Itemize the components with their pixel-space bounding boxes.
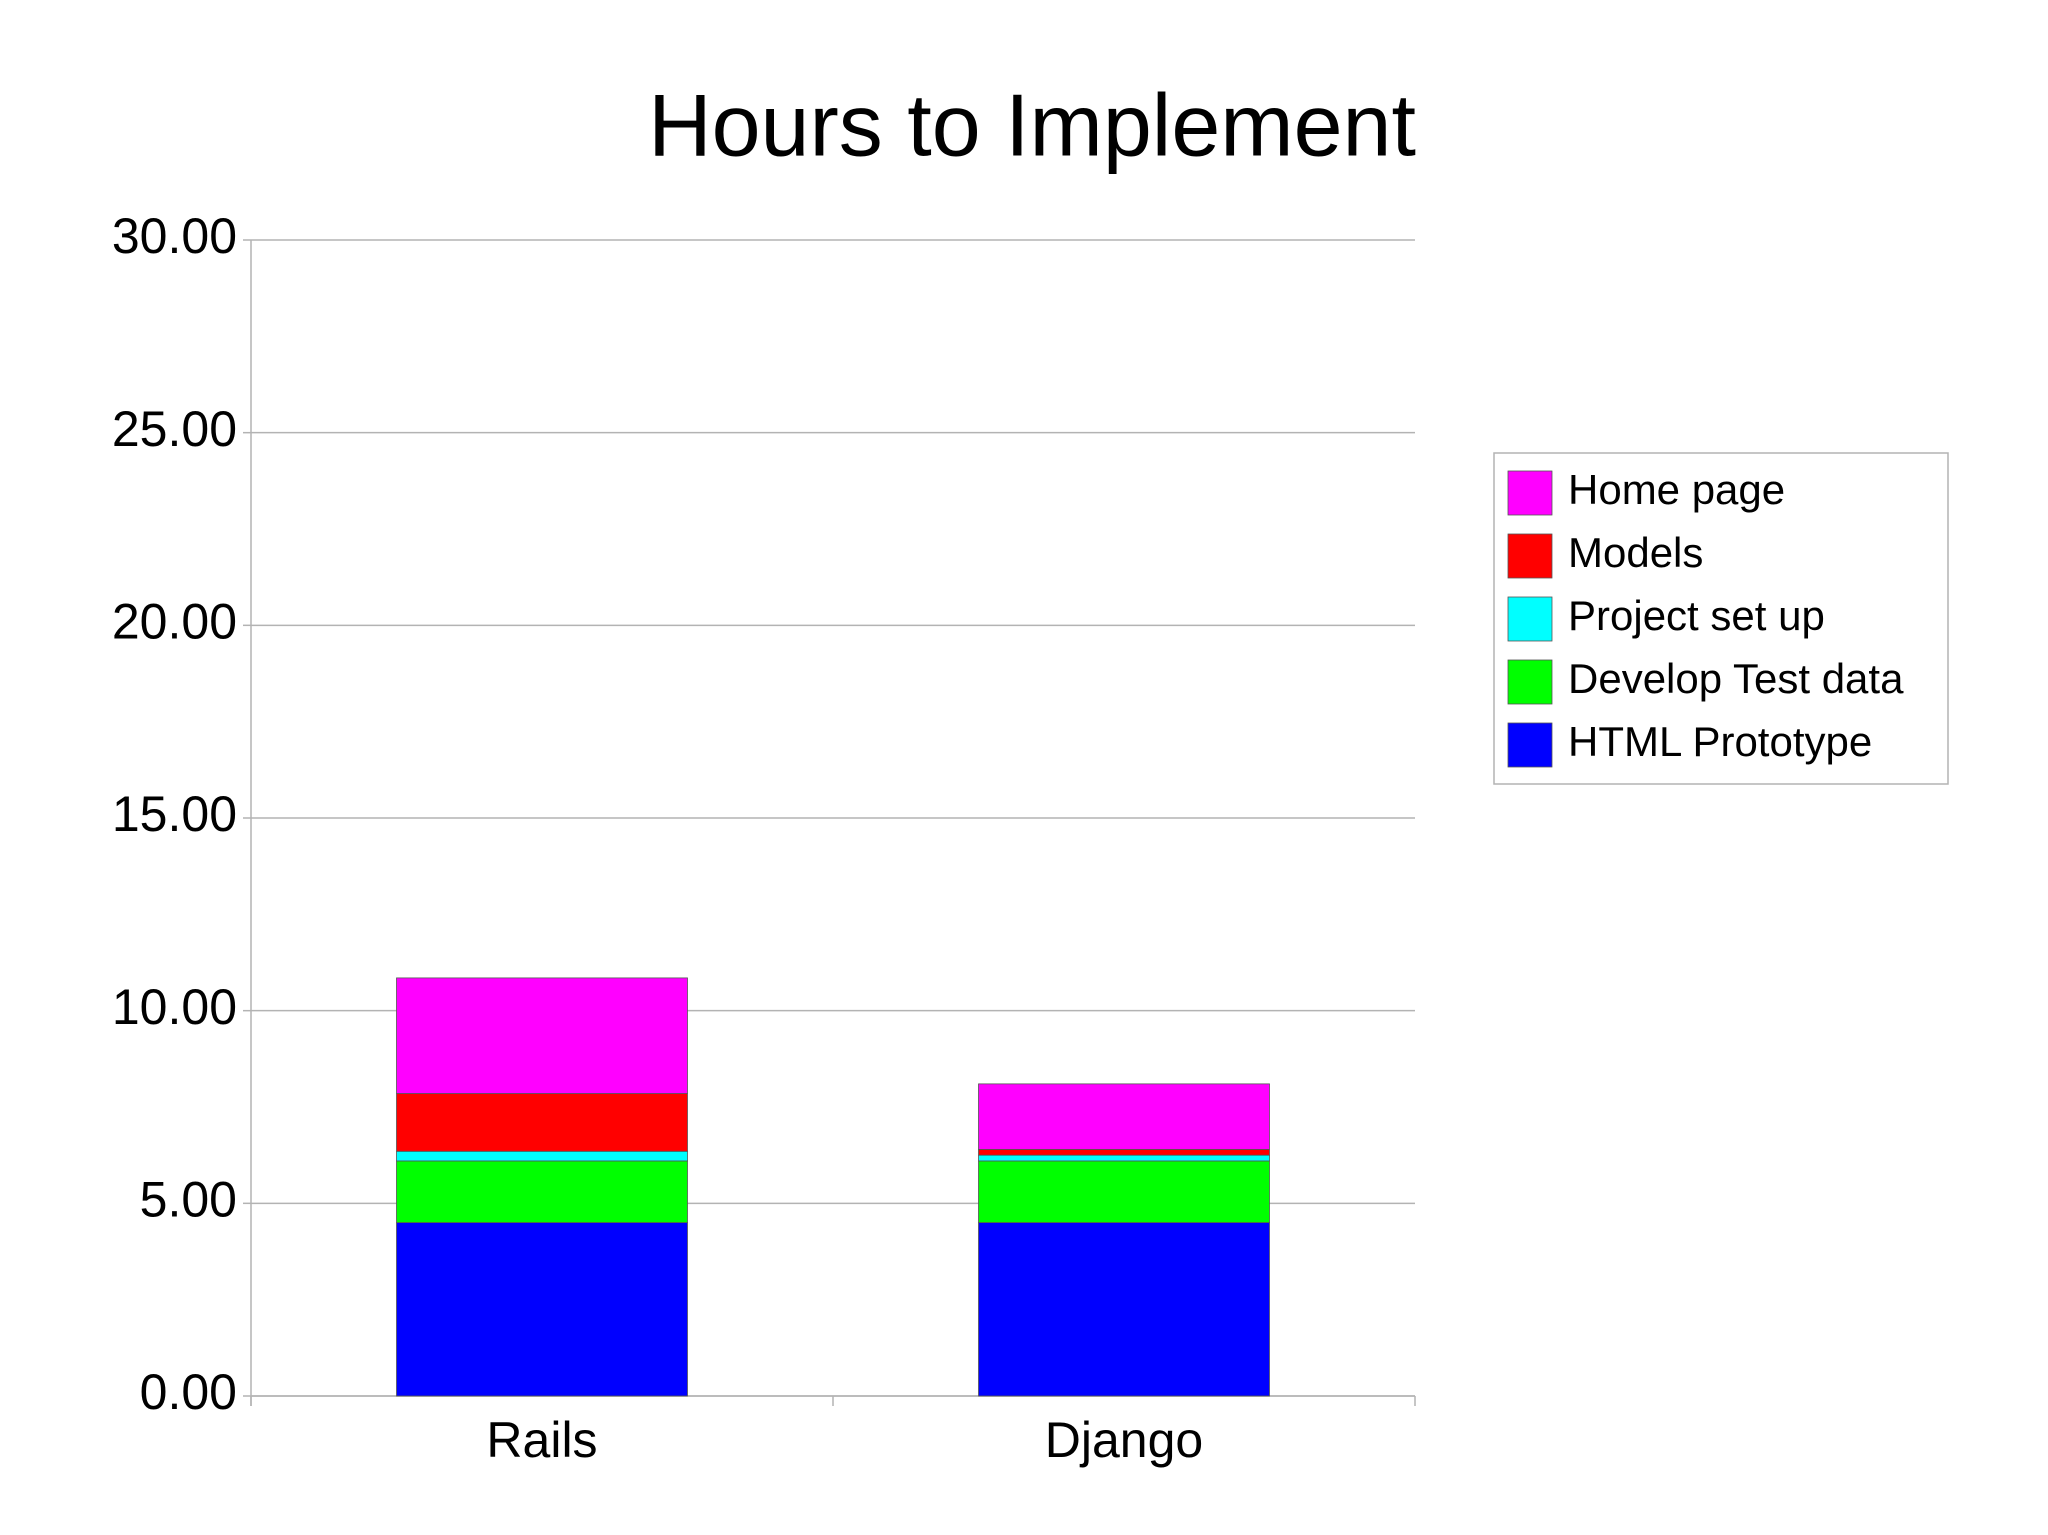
- legend-swatch: [1507, 533, 1553, 579]
- bar-segment: [396, 977, 688, 1094]
- y-tick-label: 5.00: [140, 1172, 237, 1228]
- legend-swatch: [1507, 470, 1553, 516]
- bar-segment: [978, 1083, 1270, 1150]
- legend-label: Home page: [1568, 466, 1785, 513]
- legend-label: Project set up: [1568, 592, 1825, 639]
- legend-box: [1493, 452, 1949, 785]
- legend-label: HTML Prototype: [1568, 718, 1872, 765]
- bar-segment: [396, 1160, 688, 1223]
- bar-segment: [396, 1150, 688, 1162]
- y-tick-label: 30.00: [112, 208, 237, 264]
- y-tick-label: 15.00: [112, 786, 237, 842]
- x-tick-label: Django: [1045, 1412, 1203, 1468]
- legend-swatch: [1507, 596, 1553, 642]
- chart-title: Hours to Implement: [648, 75, 1416, 174]
- legend-swatch: [1507, 722, 1553, 768]
- bar-segment: [978, 1160, 1270, 1223]
- legend-swatch: [1507, 659, 1553, 705]
- bar-segment: [978, 1148, 1270, 1156]
- legend-label: Models: [1568, 529, 1703, 576]
- bar-segment: [396, 1222, 688, 1397]
- bar-segment: [978, 1154, 1270, 1162]
- y-tick-label: 10.00: [112, 979, 237, 1035]
- y-tick-label: 25.00: [112, 401, 237, 457]
- legend-label: Develop Test data: [1568, 655, 1904, 702]
- bar-segment: [978, 1222, 1270, 1397]
- bar-segment: [396, 1093, 688, 1152]
- y-tick-label: 0.00: [140, 1364, 237, 1420]
- y-tick-label: 20.00: [112, 594, 237, 650]
- x-tick-label: Rails: [486, 1412, 597, 1468]
